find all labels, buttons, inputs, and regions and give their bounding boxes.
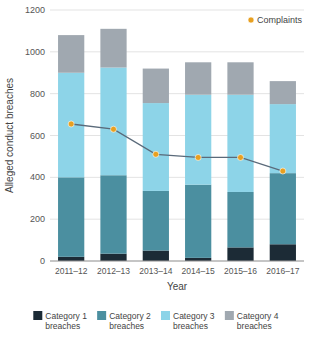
y-tick-label: 0: [40, 256, 45, 266]
y-tick-label: 1000: [25, 47, 45, 57]
y-tick-label: 1200: [25, 5, 45, 15]
legend-label-line: Category 3: [173, 311, 215, 321]
legend-label: Category 3breaches: [173, 311, 215, 331]
bar-segment: [185, 95, 211, 185]
legend-item: Category 2breaches: [97, 311, 151, 331]
line: [71, 124, 283, 171]
chart: 0 200 400 600 800 1000 1200 Alleged conduct bre…: [0, 0, 312, 345]
x-tick-label: 2013–14: [139, 266, 172, 276]
line-point: [280, 168, 286, 174]
grid-line: [50, 51, 304, 52]
y-grid: [50, 10, 304, 261]
legend-swatch: [225, 311, 234, 320]
legend-label-line: Category 1: [45, 311, 87, 321]
bar-segment: [227, 192, 253, 247]
bar-legend: Category 1breachesCategory 2breachesCate…: [33, 311, 278, 331]
x-tick-label: 2015–16: [224, 266, 257, 276]
legend-item: Category 1breaches: [33, 311, 87, 331]
line-point: [111, 126, 117, 132]
bar-segment: [58, 35, 84, 73]
legend-label-line: Category 4: [237, 311, 279, 321]
grid-line: [50, 135, 304, 136]
legend-label: Category 2breaches: [109, 311, 151, 331]
x-tick-label: 2011–12: [55, 266, 88, 276]
bar-segment: [227, 247, 253, 261]
line-legend: Complaints: [248, 15, 303, 25]
x-tick-label: 2014–15: [182, 266, 215, 276]
bar-segment: [100, 68, 126, 176]
grid-line: [50, 261, 304, 262]
bar-segment: [143, 69, 169, 104]
bar-segment: [270, 81, 296, 104]
legend-label: Complaints: [257, 15, 303, 25]
legend-swatch: [33, 311, 42, 320]
grid-line: [50, 177, 304, 178]
bar-segment: [100, 254, 126, 261]
x-axis-label: Year: [167, 281, 188, 292]
bar-segment: [227, 95, 253, 192]
y-tick-label: 400: [30, 172, 45, 182]
bar-segment: [270, 244, 296, 261]
y-tick-label: 200: [30, 214, 45, 224]
legend-label-line: breaches: [173, 321, 208, 331]
bar-segment: [58, 257, 84, 261]
legend-label-line: breaches: [45, 321, 80, 331]
grid-line: [50, 93, 304, 94]
line-point: [238, 154, 244, 160]
legend-item: Category 3breaches: [161, 311, 215, 331]
line-point: [195, 154, 201, 160]
x-tick-label: 2016–17: [266, 266, 299, 276]
line-point: [68, 121, 74, 127]
legend-label: Category 4breaches: [237, 311, 279, 331]
y-tick-label: 800: [30, 89, 45, 99]
bar-segment: [143, 103, 169, 191]
plot-area: [58, 29, 296, 261]
legend-label-line: Category 2: [109, 311, 151, 321]
bar-segment: [100, 29, 126, 68]
y-axis-label: Alleged conduct breaches: [4, 78, 15, 193]
bar-segment: [58, 177, 84, 256]
grid-line: [50, 10, 304, 11]
grid-line: [50, 219, 304, 220]
bar-segment: [143, 191, 169, 251]
bar-segment: [270, 173, 296, 244]
x-axis-line: [50, 261, 304, 262]
y-tick-label: 600: [30, 131, 45, 141]
legend-label-line: breaches: [237, 321, 272, 331]
legend-marker: [248, 17, 254, 23]
legend-label: Category 1breaches: [45, 311, 87, 331]
legend-label-line: breaches: [109, 321, 144, 331]
bar-segment: [143, 251, 169, 261]
x-tick-label: 2012–13: [97, 266, 130, 276]
legend-item: Category 4breaches: [225, 311, 279, 331]
bar-segment: [270, 104, 296, 173]
bar-segment: [185, 62, 211, 94]
legend-swatch: [97, 311, 106, 320]
bar-segment: [185, 185, 211, 258]
legend-swatch: [161, 311, 170, 320]
line-point: [153, 151, 159, 157]
bar-segment: [100, 175, 126, 253]
bar-segment: [227, 62, 253, 94]
